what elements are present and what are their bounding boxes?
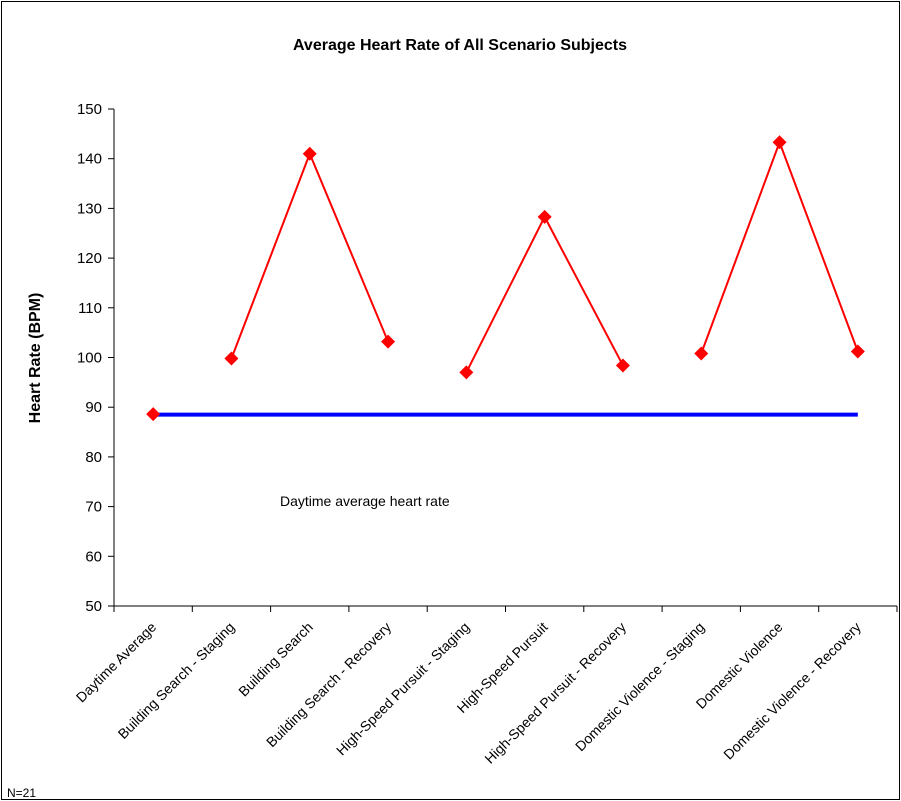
x-category-label: Domestic Violence - Staging (572, 619, 707, 754)
y-tick-label: 70 (85, 499, 102, 516)
data-point-marker (302, 146, 317, 161)
scenario-line-segment (465, 214, 624, 373)
x-category-label: Domestic Violence - Recovery (720, 619, 864, 763)
y-tick-label: 80 (85, 449, 102, 466)
scenario-line-segment (230, 151, 389, 359)
x-category-label: Daytime Average (73, 619, 160, 706)
data-point-marker (381, 334, 396, 349)
x-category-label: High-Speed Pursuit - Staging (333, 619, 473, 759)
data-point-marker (537, 209, 552, 224)
x-category-label: Building Search - Recovery (263, 619, 394, 750)
y-tick-label: 100 (77, 350, 102, 367)
data-point-marker (772, 135, 787, 150)
scenario-line-segment (700, 139, 859, 354)
y-tick-label: 60 (85, 548, 102, 565)
x-category-label: High-Speed Pursuit - Recovery (481, 619, 629, 767)
y-tick-label: 130 (77, 200, 102, 217)
data-point-marker (224, 351, 239, 366)
y-tick-label: 90 (85, 399, 102, 416)
y-ticks: 50 60 70 80 90 100 110 120 130 140 150 (77, 101, 114, 615)
data-point-marker (694, 346, 709, 361)
chart-title: Average Heart Rate of All Scenario Subje… (293, 37, 627, 54)
y-tick-label: 50 (85, 598, 102, 615)
data-point-marker (459, 365, 474, 380)
y-tick-label: 140 (77, 151, 102, 168)
y-axis-label: Heart Rate (BPM) (27, 293, 44, 424)
annotation-daytime-average: Daytime average heart rate (280, 493, 450, 509)
data-point-marker (615, 358, 630, 373)
y-tick-label: 110 (78, 300, 102, 317)
y-tick-label: 120 (77, 250, 102, 267)
y-tick-label: 150 (77, 101, 102, 118)
series-layer (146, 135, 865, 422)
footnote-n: N=21 (7, 786, 36, 800)
data-point-marker (850, 344, 865, 359)
data-point-marker (146, 407, 161, 422)
x-category-label: Domestic Violence (693, 619, 786, 712)
x-category-label: Building Search (235, 619, 316, 700)
